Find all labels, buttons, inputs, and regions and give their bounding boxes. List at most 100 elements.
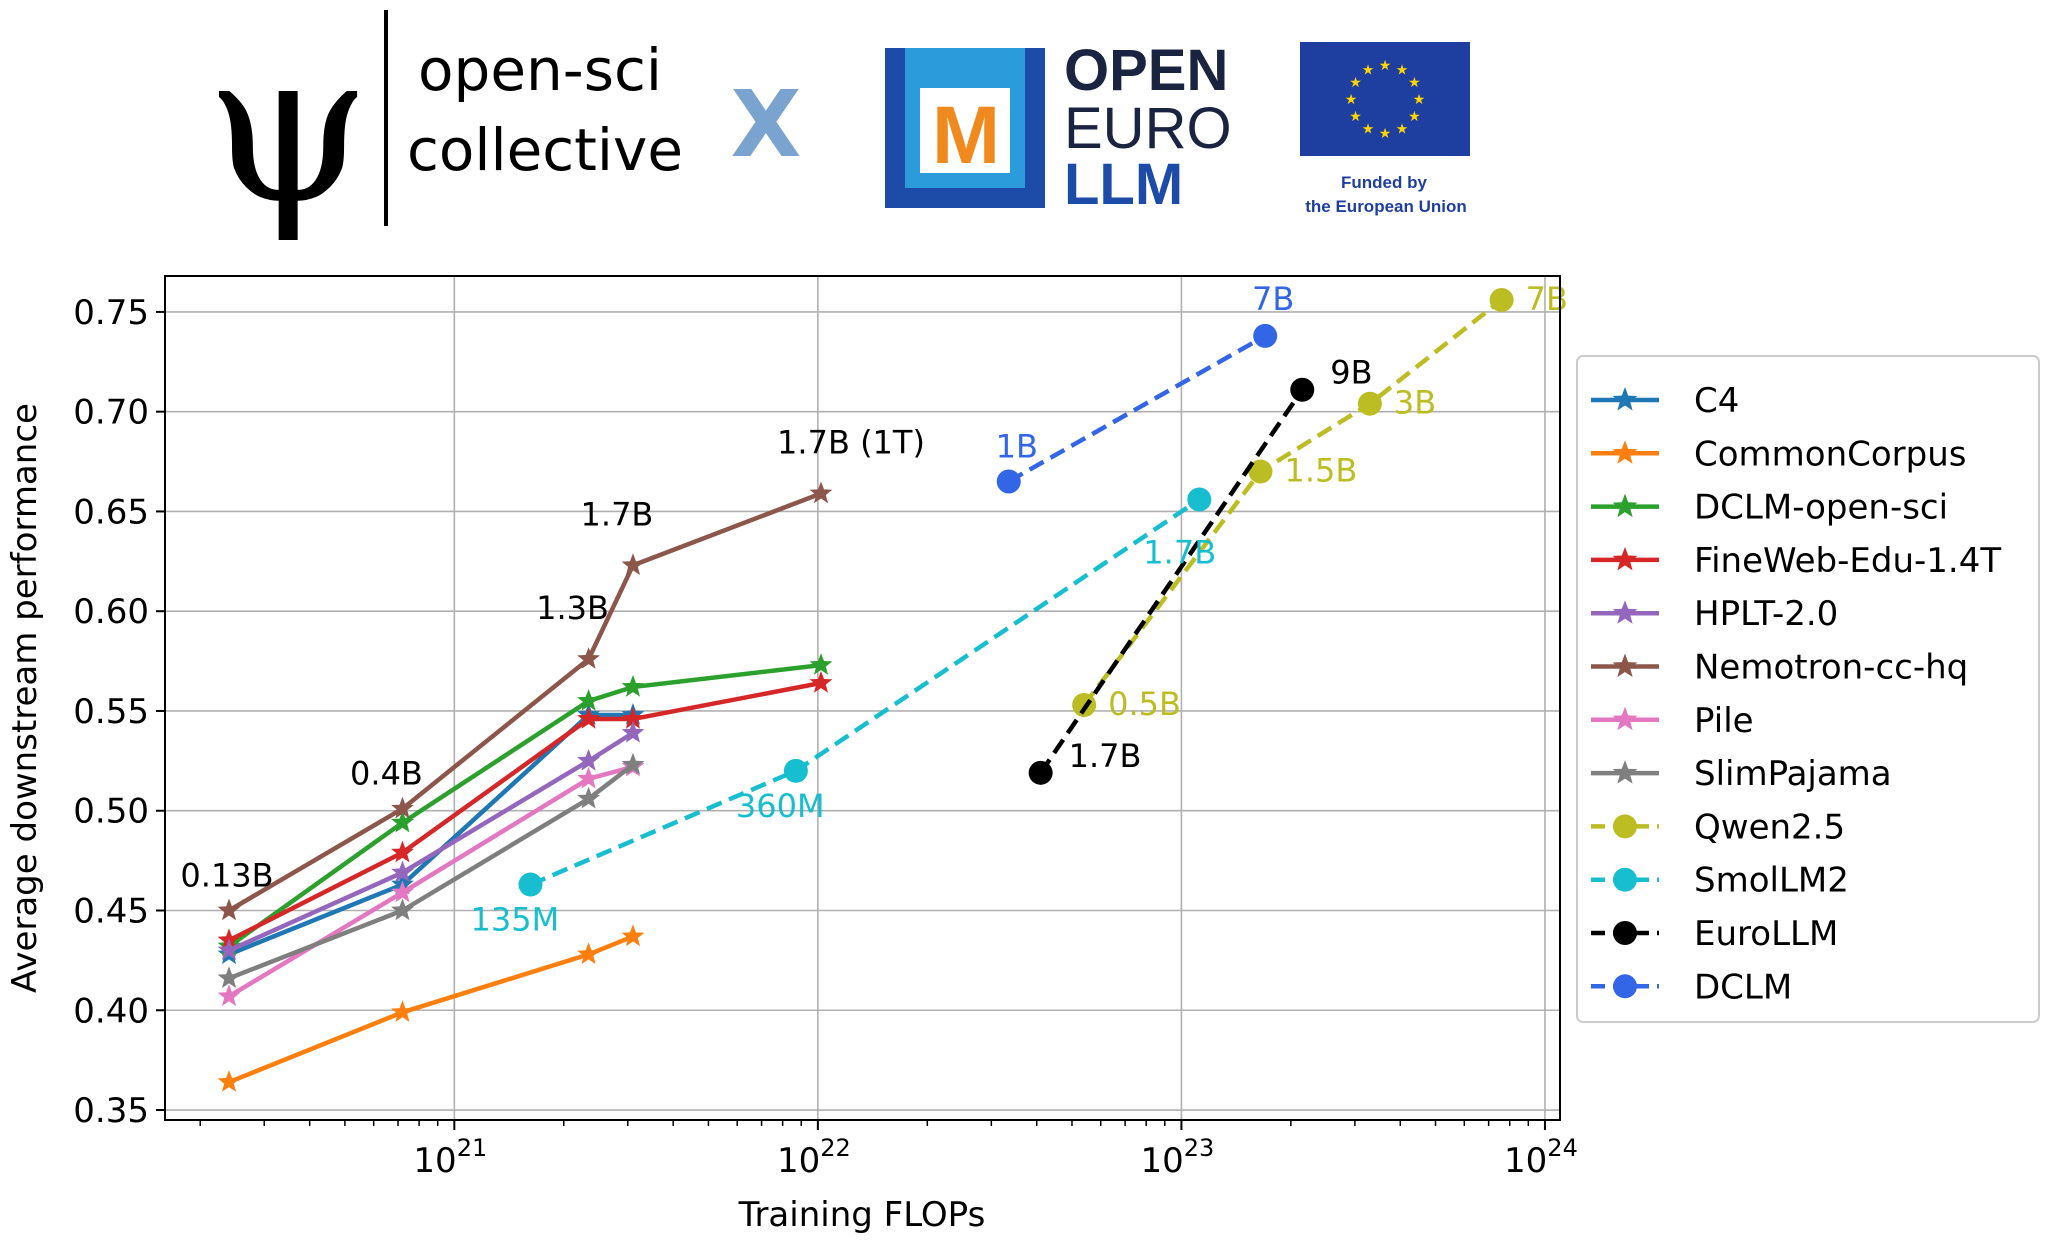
legend-label: Pile bbox=[1694, 701, 1754, 741]
y-tick-label: 0.35 bbox=[73, 1091, 149, 1131]
y-tick-label: 0.75 bbox=[73, 293, 149, 333]
legend-label: Nemotron-cc-hq bbox=[1694, 648, 1968, 688]
point-annotation: 7B bbox=[1252, 280, 1294, 318]
data-point-circle bbox=[1290, 377, 1315, 402]
legend-entry: EuroLLM bbox=[1591, 914, 1838, 954]
legend-label: DCLM-open-sci bbox=[1694, 488, 1948, 528]
data-point-circle bbox=[1187, 487, 1212, 512]
data-point-star bbox=[391, 1000, 414, 1022]
eu-star-icon: ★ bbox=[1413, 92, 1426, 108]
psi-glyph-icon: ψ bbox=[206, 5, 371, 240]
point-annotation: 1.7B bbox=[1143, 533, 1216, 571]
point-annotation: 1.3B bbox=[536, 589, 609, 627]
y-axis-ticks: 0.35 0.40 0.45 0.50 0.55 0.60 0.65 0.70 0.75 bbox=[73, 293, 165, 1131]
open-sci-line1: open-sci bbox=[418, 36, 662, 104]
data-point-star bbox=[1612, 760, 1638, 784]
openeurollm-mark-letter: M bbox=[932, 90, 1000, 181]
collaboration-cross: X bbox=[731, 71, 802, 178]
y-axis-label: Average downstream performance bbox=[5, 403, 45, 993]
series-nemotron-cc-hq bbox=[217, 481, 833, 921]
eu-star-icon: ★ bbox=[1349, 75, 1362, 91]
eu-funding-logo: ★ ★★★★★★★★★★★ Funded by the European Unio… bbox=[1300, 42, 1470, 216]
open-sci-divider bbox=[384, 10, 388, 226]
data-point-star bbox=[621, 720, 645, 743]
data-point-circle bbox=[1613, 814, 1637, 839]
series-line bbox=[1038, 388, 1305, 775]
point-annotation: 3B bbox=[1394, 384, 1436, 422]
data-point-star bbox=[577, 748, 600, 771]
openeurollm-line3: LLM bbox=[1064, 152, 1183, 217]
data-point-star bbox=[217, 984, 241, 1006]
data-point-circle bbox=[1613, 921, 1637, 945]
y-tick-label: 0.40 bbox=[73, 991, 149, 1031]
legend-label: CommonCorpus bbox=[1694, 434, 1967, 474]
series-commoncorpus bbox=[217, 924, 645, 1092]
eu-star-icon: ★ bbox=[1379, 126, 1392, 142]
data-point-star bbox=[809, 481, 833, 504]
data-point-star bbox=[1612, 653, 1638, 677]
data-point-circle bbox=[518, 872, 543, 897]
point-annotation: 1.7B (1T) bbox=[777, 423, 925, 461]
series-dclm bbox=[996, 323, 1278, 494]
legend-label: SlimPajama bbox=[1694, 754, 1892, 794]
point-annotation: 1B bbox=[996, 428, 1038, 466]
legend-label: EuroLLM bbox=[1694, 914, 1838, 954]
data-point-circle bbox=[1489, 287, 1514, 312]
series-line bbox=[228, 730, 635, 953]
legend: C4 CommonCorpus DCLM-open-sci FineWeb-Edu-1… bbox=[1576, 355, 2040, 1023]
point-annotation: 0.4B bbox=[350, 755, 423, 793]
data-point-star bbox=[577, 942, 600, 965]
data-point-star bbox=[391, 880, 414, 903]
plot-background bbox=[165, 276, 1560, 1120]
series-smollm2 bbox=[518, 487, 1212, 897]
data-point-star bbox=[391, 840, 414, 863]
data-point-star bbox=[1612, 706, 1638, 731]
data-point-star bbox=[809, 653, 833, 675]
plot-annotations: 0.13B 0.4B 1.3B 1.7B 1.7B (1T) 1B 7B 9B 1.7B 360M… bbox=[180, 280, 1568, 939]
y-tick-label: 0.60 bbox=[73, 592, 149, 632]
legend-entry: Nemotron-cc-hq bbox=[1591, 648, 1968, 688]
series-eurollm bbox=[1028, 377, 1315, 785]
series-line bbox=[1082, 298, 1503, 707]
series-line bbox=[228, 934, 634, 1085]
y-tick-label: 0.50 bbox=[73, 792, 149, 832]
data-point-star bbox=[391, 810, 414, 833]
legend-entry: CommonCorpus bbox=[1591, 434, 1967, 474]
data-point-star bbox=[1612, 387, 1638, 411]
legend-label: C4 bbox=[1694, 381, 1739, 421]
data-point-star bbox=[621, 924, 645, 947]
data-point-circle bbox=[1613, 974, 1637, 999]
data-point-star bbox=[577, 647, 600, 669]
point-annotation: 1.7B bbox=[1069, 737, 1142, 775]
legend-label: Qwen2.5 bbox=[1694, 807, 1845, 847]
data-point-circle bbox=[783, 758, 808, 783]
legend-label: DCLM bbox=[1694, 967, 1792, 1007]
data-point-star bbox=[809, 671, 833, 693]
eu-star-icon: ★ bbox=[1396, 121, 1409, 137]
point-annotation: 9B bbox=[1330, 354, 1372, 392]
eu-star-icon: ★ bbox=[1379, 58, 1392, 74]
x-tick-label: 1022 bbox=[777, 1134, 851, 1181]
legend-entry: DCLM bbox=[1591, 967, 1792, 1007]
data-point-circle bbox=[1248, 459, 1273, 484]
openeurollm-line2: EURO bbox=[1064, 96, 1232, 161]
series-line bbox=[1007, 333, 1267, 484]
series-hplt-2-0 bbox=[217, 720, 645, 961]
open-sci-logo: ψ open-sci collective bbox=[206, 5, 683, 240]
series-qwen2-5 bbox=[1072, 287, 1514, 717]
openeurollm-logo: M OPEN EURO LLM bbox=[885, 38, 1232, 217]
y-tick-label: 0.55 bbox=[73, 692, 149, 732]
point-annotation: 1.5B bbox=[1284, 452, 1357, 490]
data-point-star bbox=[1612, 600, 1638, 624]
eu-star-icon: ★ bbox=[1362, 121, 1375, 137]
logo-header: ψ open-sci collective X M OPEN EURO LLM … bbox=[206, 5, 1470, 240]
data-point-star bbox=[577, 786, 600, 809]
legend-entry: HPLT-2.0 bbox=[1591, 594, 1838, 634]
data-point-circle bbox=[1253, 323, 1278, 348]
eu-star-icon: ★ bbox=[1345, 92, 1358, 108]
x-tick-label: 1021 bbox=[413, 1134, 487, 1181]
y-tick-label: 0.65 bbox=[73, 492, 149, 532]
data-point-circle bbox=[1072, 692, 1097, 717]
point-annotation: 0.5B bbox=[1108, 685, 1181, 723]
x-tick-label: 1023 bbox=[1141, 1134, 1215, 1181]
